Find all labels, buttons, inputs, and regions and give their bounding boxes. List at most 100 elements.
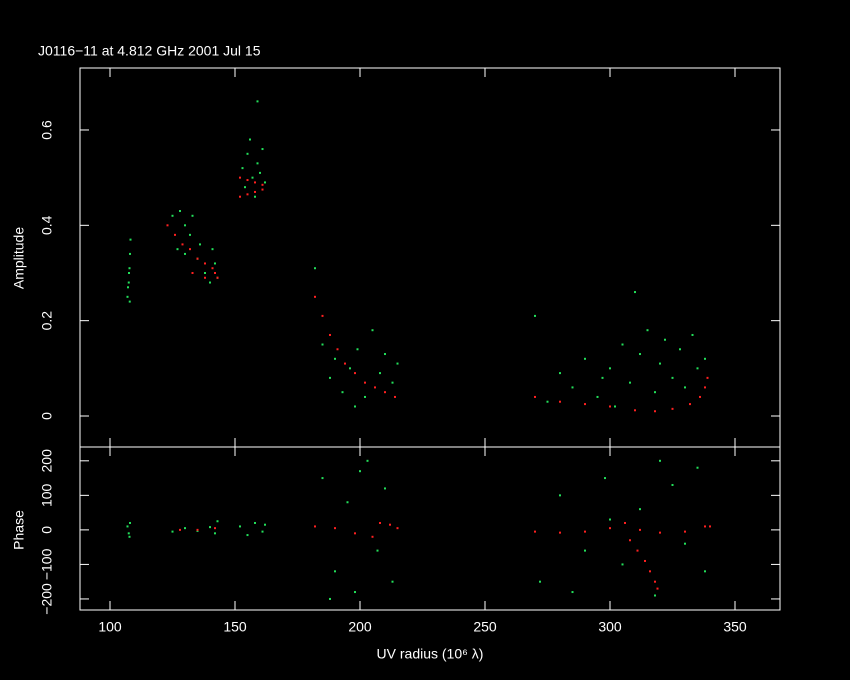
point bbox=[354, 405, 356, 408]
point bbox=[699, 395, 701, 398]
point bbox=[191, 214, 194, 217]
point bbox=[214, 532, 216, 535]
phase-frame bbox=[79, 446, 781, 611]
point bbox=[127, 281, 130, 284]
point bbox=[659, 531, 661, 534]
point bbox=[129, 521, 131, 524]
point bbox=[384, 487, 386, 490]
point bbox=[624, 521, 626, 524]
point bbox=[329, 597, 331, 600]
point bbox=[391, 381, 394, 384]
point bbox=[359, 470, 361, 473]
point bbox=[179, 528, 181, 531]
point bbox=[179, 210, 181, 213]
point bbox=[239, 195, 241, 198]
point bbox=[704, 357, 706, 360]
point bbox=[671, 376, 674, 379]
point bbox=[684, 542, 686, 545]
point bbox=[601, 376, 604, 379]
y-tick-label: 100 bbox=[39, 483, 55, 507]
point bbox=[604, 477, 606, 480]
point bbox=[349, 367, 351, 370]
point bbox=[639, 508, 641, 511]
point bbox=[176, 248, 179, 251]
point bbox=[209, 281, 211, 284]
point bbox=[344, 362, 346, 365]
point bbox=[251, 176, 254, 179]
point bbox=[639, 353, 641, 356]
point bbox=[704, 525, 706, 528]
point bbox=[534, 314, 536, 317]
point bbox=[329, 376, 331, 379]
point bbox=[649, 570, 651, 573]
point bbox=[334, 570, 336, 573]
point bbox=[609, 405, 611, 408]
point bbox=[254, 181, 256, 184]
point bbox=[261, 530, 264, 533]
point bbox=[636, 549, 639, 552]
point bbox=[196, 257, 199, 260]
x-axis-label: UV radius (10⁶ λ) bbox=[377, 646, 484, 662]
point bbox=[629, 381, 631, 384]
point bbox=[181, 243, 184, 246]
point bbox=[256, 162, 259, 165]
point bbox=[261, 148, 264, 151]
point bbox=[384, 391, 386, 394]
point bbox=[246, 179, 249, 182]
point bbox=[371, 535, 374, 538]
point bbox=[196, 528, 199, 531]
point bbox=[684, 386, 686, 389]
point bbox=[709, 525, 711, 528]
point bbox=[656, 587, 659, 590]
point bbox=[614, 405, 616, 408]
point bbox=[379, 521, 381, 524]
point bbox=[128, 271, 130, 274]
point bbox=[239, 525, 241, 528]
point bbox=[559, 400, 561, 403]
point bbox=[184, 527, 186, 530]
point bbox=[314, 295, 316, 298]
point bbox=[314, 525, 316, 528]
point bbox=[609, 367, 611, 370]
x-tick-label: 200 bbox=[348, 619, 372, 635]
point bbox=[584, 549, 586, 552]
point bbox=[171, 214, 174, 217]
point bbox=[539, 580, 541, 583]
point bbox=[379, 372, 381, 375]
x-tick-label: 150 bbox=[223, 619, 247, 635]
point bbox=[584, 403, 586, 406]
point bbox=[254, 190, 256, 193]
point bbox=[254, 195, 256, 198]
point bbox=[654, 391, 656, 394]
point bbox=[216, 276, 219, 279]
point bbox=[559, 494, 561, 497]
point bbox=[394, 395, 396, 398]
point bbox=[664, 338, 666, 341]
point bbox=[329, 333, 331, 336]
point bbox=[264, 181, 266, 184]
point bbox=[696, 367, 699, 370]
point bbox=[659, 362, 661, 365]
point bbox=[249, 138, 251, 141]
point bbox=[559, 372, 561, 375]
point bbox=[256, 100, 259, 103]
point bbox=[214, 262, 216, 265]
point bbox=[571, 591, 574, 594]
point bbox=[584, 530, 586, 533]
point bbox=[321, 477, 324, 480]
point bbox=[129, 252, 131, 255]
point bbox=[584, 357, 586, 360]
point bbox=[204, 271, 206, 274]
point bbox=[639, 528, 641, 531]
point bbox=[659, 459, 661, 462]
point bbox=[211, 267, 214, 270]
point bbox=[384, 353, 386, 356]
y-tick-label: −100 bbox=[39, 548, 55, 580]
point bbox=[644, 559, 646, 562]
point bbox=[559, 531, 561, 534]
point bbox=[341, 391, 344, 394]
point bbox=[354, 372, 356, 375]
point bbox=[189, 248, 191, 251]
